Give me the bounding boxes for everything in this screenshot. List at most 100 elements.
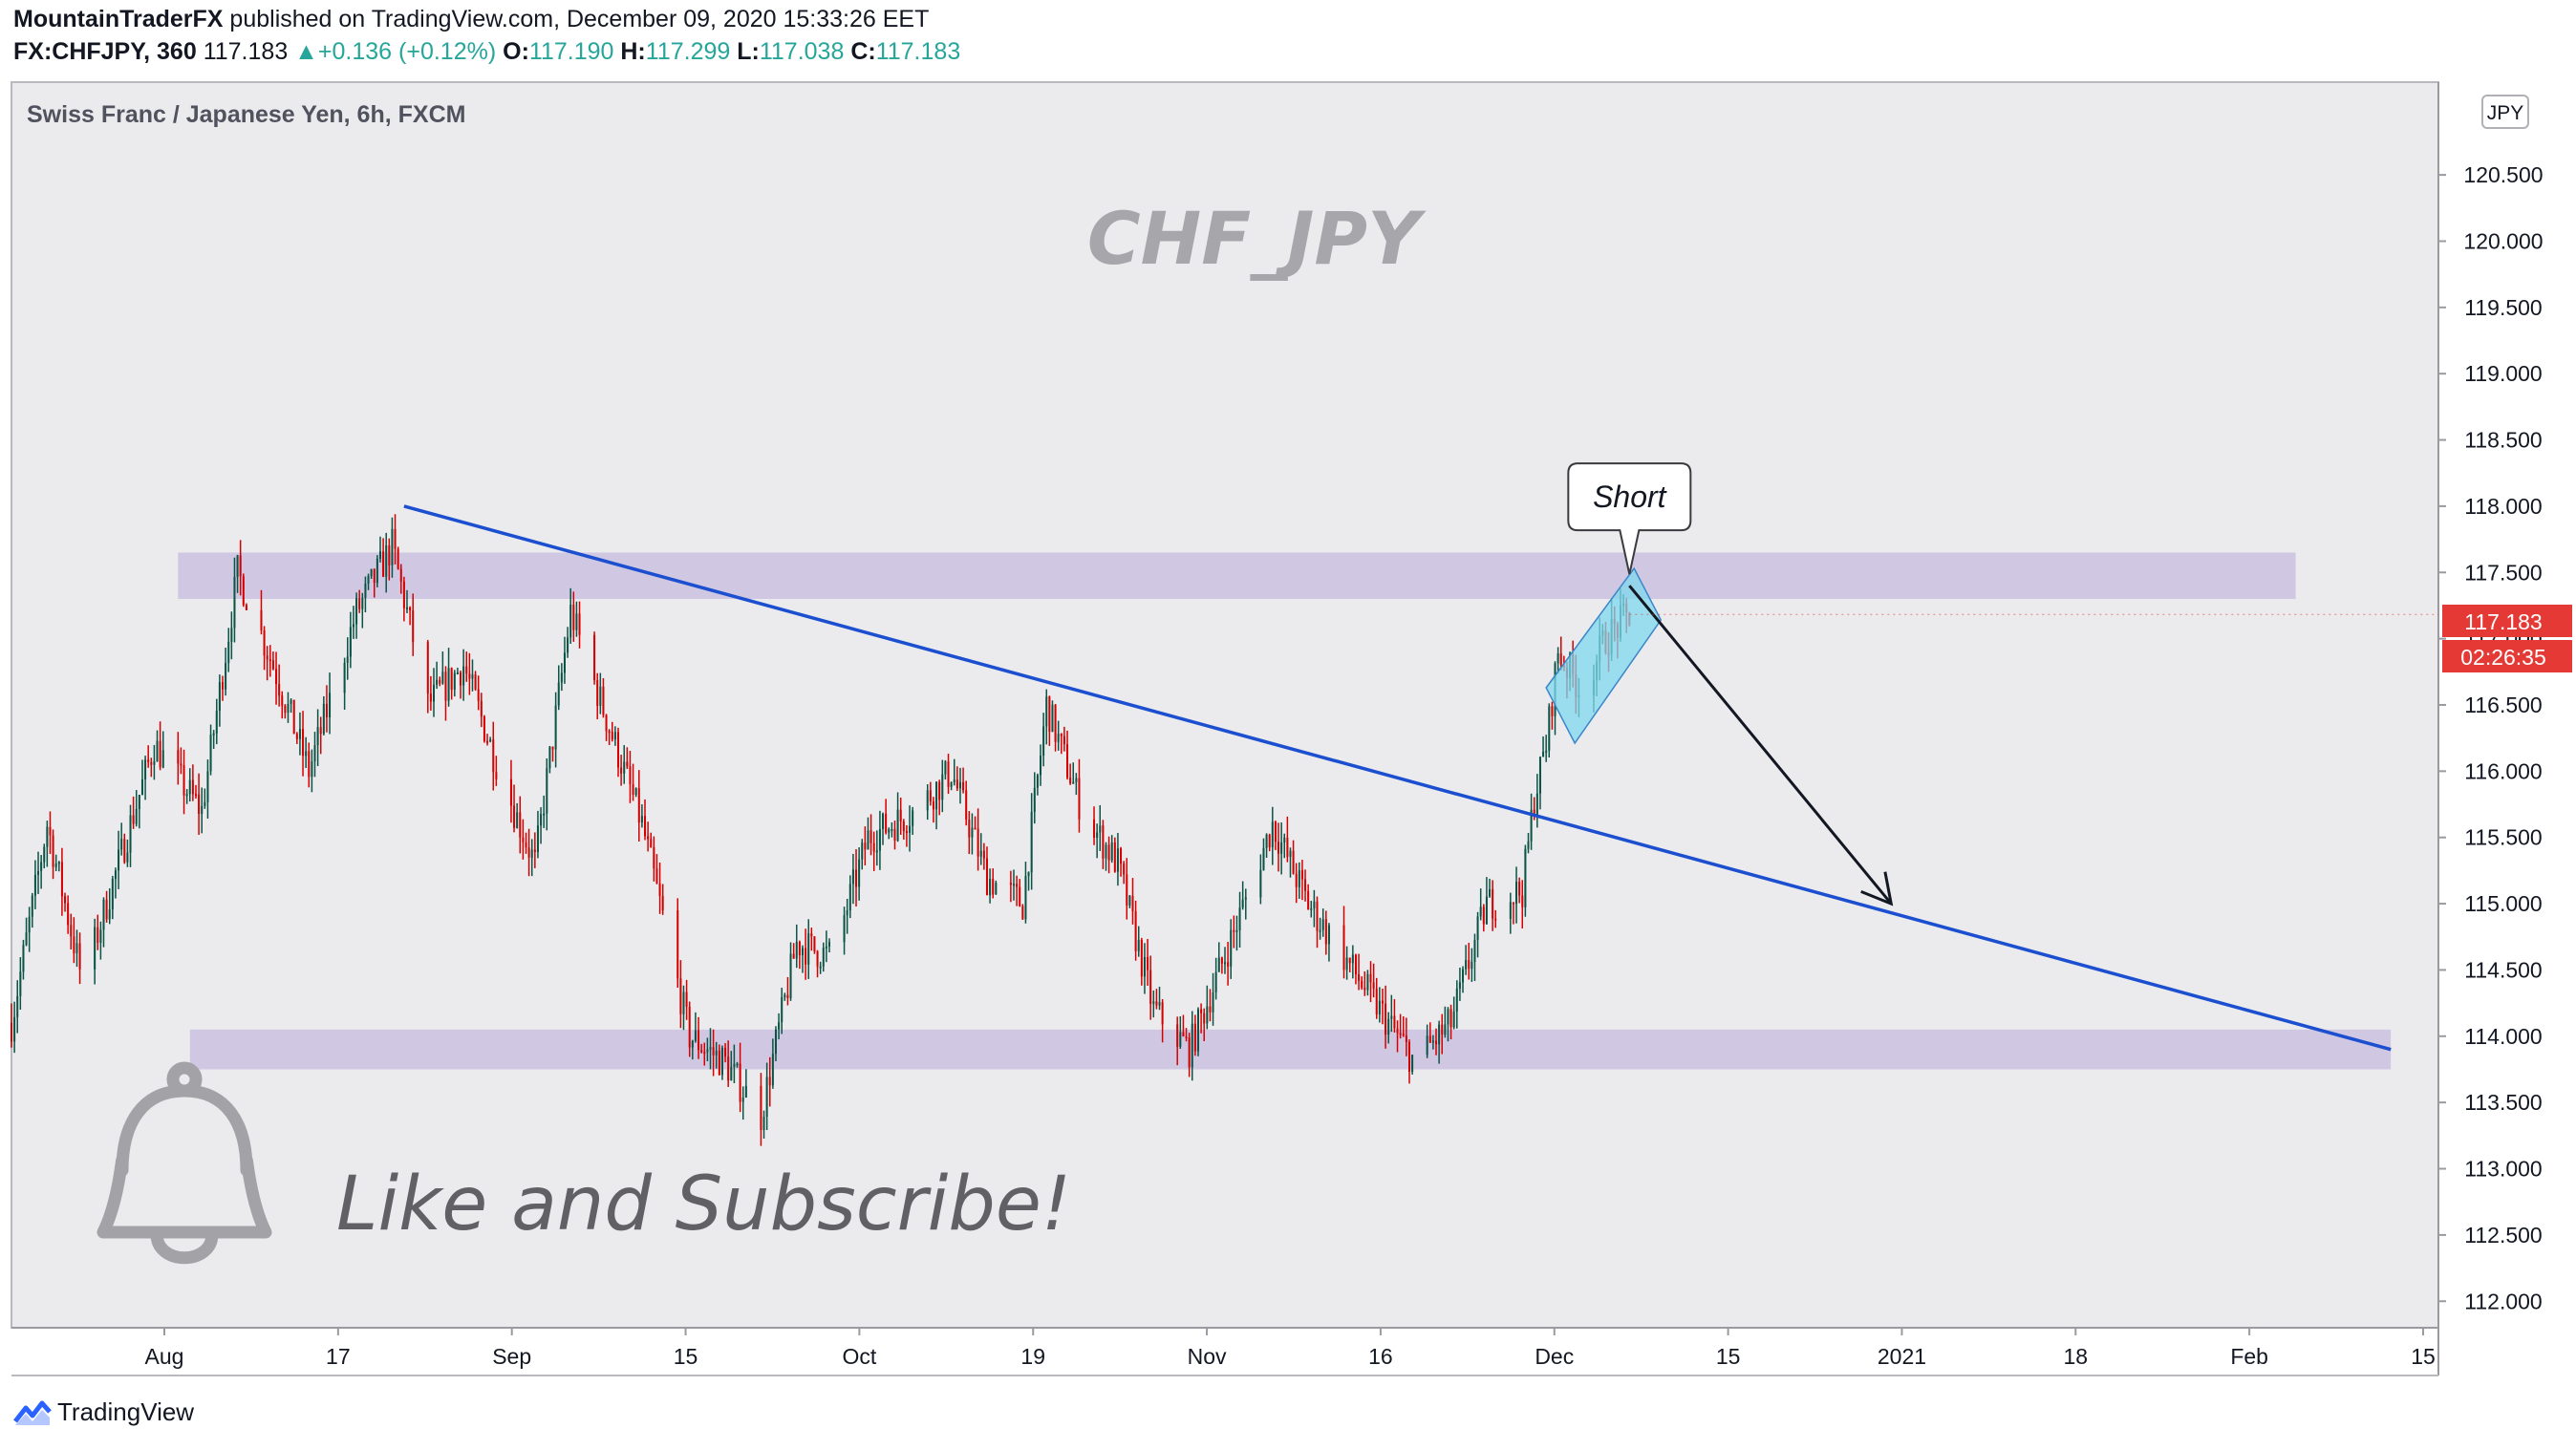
publish-header: MountainTraderFX published on TradingVie…: [13, 6, 929, 33]
candle-down: [1131, 895, 1134, 912]
candle-down: [150, 761, 153, 765]
candle-up: [781, 997, 784, 1023]
candle-down: [1402, 1034, 1405, 1036]
candle-up: [1280, 842, 1283, 854]
candle-down: [1304, 879, 1307, 891]
candle-up: [57, 862, 60, 864]
candle-up: [1099, 825, 1102, 833]
candle-down: [1361, 980, 1363, 988]
candle-up: [22, 945, 25, 972]
descending-trendline: [403, 504, 2392, 1052]
candle-down: [1518, 882, 1521, 896]
candle-down: [869, 830, 872, 843]
candle-up: [822, 948, 825, 967]
tradingview-footer[interactable]: TradingView: [13, 1397, 194, 1427]
candle-up: [540, 814, 543, 826]
time-tick-label: Sep: [492, 1344, 531, 1369]
candle-up: [1214, 971, 1217, 992]
candle-up: [114, 870, 117, 880]
candle-down: [519, 812, 522, 838]
candle-up: [1057, 734, 1060, 742]
candle-up: [1265, 834, 1268, 848]
price-tick-label: 119.500: [2464, 295, 2542, 320]
candle-up: [1217, 957, 1220, 972]
candle-down: [676, 909, 679, 979]
candle-down: [1102, 825, 1105, 859]
candle-down: [1161, 1002, 1164, 1025]
close-label: C:: [850, 38, 876, 65]
candle-up: [1024, 876, 1027, 920]
price-tick-label: 120.500: [2463, 162, 2543, 187]
candle-up: [744, 1085, 747, 1098]
candle-down: [132, 815, 135, 824]
candle-up: [1072, 781, 1075, 784]
candle-down: [533, 849, 536, 853]
candle-up: [1012, 884, 1016, 886]
candle-up: [888, 829, 891, 833]
candle-up: [322, 703, 325, 735]
candle-down: [1354, 954, 1357, 975]
candle-down: [727, 1056, 730, 1081]
candle-down: [551, 746, 554, 750]
candle-up: [730, 1066, 733, 1081]
plot-background: [11, 81, 2439, 1329]
candle-down: [1149, 970, 1152, 1004]
time-tick-label: 18: [2064, 1344, 2089, 1369]
candle-up: [43, 846, 46, 863]
price-tick-label: 115.000: [2464, 891, 2542, 916]
candle-up: [144, 759, 147, 779]
candle-up: [1116, 848, 1119, 872]
price-tick-label: 118.000: [2464, 494, 2542, 519]
candle-up: [706, 1049, 709, 1053]
candle-down: [992, 879, 995, 895]
candle-up: [1530, 809, 1533, 842]
candle-up: [75, 943, 78, 954]
candle-up: [367, 576, 370, 585]
candle-down: [358, 598, 361, 609]
candle-down: [1233, 929, 1235, 932]
price-tick-label: 120.000: [2463, 228, 2543, 253]
candle-down: [932, 801, 934, 810]
candle-up: [1152, 1001, 1155, 1004]
candle-up: [40, 862, 43, 871]
candle-up: [1128, 895, 1131, 906]
candle-down: [429, 693, 432, 702]
candle-down: [1295, 873, 1298, 887]
candle-up: [1096, 832, 1099, 838]
candle-down: [73, 936, 75, 954]
candle-down: [902, 821, 905, 832]
price-tick-label: 112.500: [2464, 1223, 2542, 1247]
candle-up: [355, 598, 358, 625]
candle-up: [453, 672, 456, 690]
candle-up: [736, 1063, 739, 1066]
candle-down: [899, 809, 902, 821]
candle-up: [462, 666, 465, 686]
candle-up: [1105, 844, 1107, 859]
candle-up: [801, 948, 805, 956]
candle-down: [974, 827, 977, 830]
candle-down: [525, 842, 527, 848]
candle-up: [979, 850, 982, 857]
candle-down: [596, 680, 599, 706]
candle-down: [938, 781, 941, 800]
publish-info: published on TradingView.com, December 0…: [229, 6, 930, 32]
candle-up: [378, 551, 381, 559]
candle-up: [567, 637, 569, 653]
candle-up: [694, 1030, 697, 1041]
candle-up: [391, 528, 394, 565]
author-name[interactable]: MountainTraderFX: [13, 6, 224, 32]
candle-up: [1387, 1018, 1390, 1035]
candle-up: [1051, 704, 1054, 733]
candle-down: [180, 763, 182, 766]
currency-box[interactable]: JPY: [2481, 95, 2529, 129]
price-tick-label: 114.500: [2464, 957, 2542, 982]
candle-up: [851, 869, 854, 885]
candle-down: [477, 689, 480, 701]
candle-down: [1185, 1036, 1188, 1039]
candle-down: [768, 1077, 771, 1086]
symbol-name[interactable]: FX:CHFJPY, 360: [13, 38, 197, 65]
candle-down: [572, 604, 575, 630]
candle-up: [1485, 896, 1488, 925]
candle-down: [688, 1006, 691, 1048]
